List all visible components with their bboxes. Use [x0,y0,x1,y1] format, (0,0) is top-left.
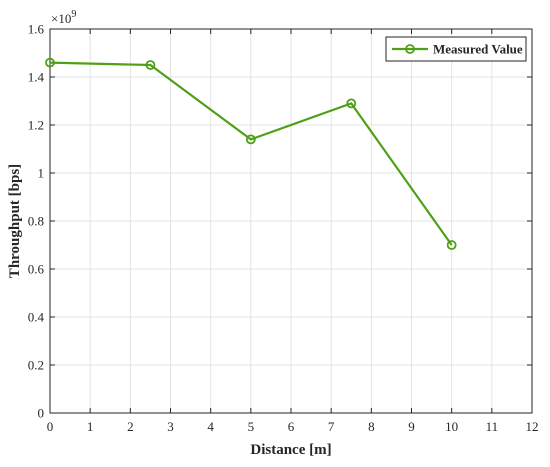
y-tick-label: 1 [38,166,45,181]
x-tick-label: 1 [87,419,94,434]
series-layer [45,57,457,250]
x-tick-label: 2 [127,419,134,434]
y-tick-label: 0.4 [28,310,45,325]
data-point-marker [145,60,156,70]
x-tick-label: 12 [526,419,539,434]
y-tick-label: 0.8 [28,214,44,229]
y-tick-label: 0.6 [28,262,45,277]
data-point-marker [245,134,256,145]
axes [49,28,533,414]
y-tick-label: 0 [38,406,45,421]
data-point-marker [346,98,357,109]
y-tick-label: 1.6 [28,22,45,37]
x-tick-label: 11 [486,419,499,434]
x-tick-label: 8 [368,419,375,434]
y-tick-label: 0.2 [28,358,44,373]
x-tick-label: 9 [408,419,415,434]
legend: Measured Value [385,36,527,62]
y-tick-label: 1.4 [28,70,45,85]
data-point-marker [446,240,457,250]
x-tick-label: 3 [167,419,174,434]
x-tick-label: 5 [248,419,255,434]
y-axis-multiplier-exponent: 9 [71,9,76,20]
x-tick-label: 7 [328,419,335,434]
x-tick-label: 10 [445,419,458,434]
x-tick-label: 0 [47,419,54,434]
data-point-marker [45,57,55,68]
x-tick-label: 4 [207,419,214,434]
series-line [49,61,453,246]
y-tick-label: 1.2 [28,118,44,133]
legend-label: Measured Value [433,42,523,57]
y-axis-title: Throughput [bps] [7,164,23,278]
x-tick-label: 6 [288,419,295,434]
y-axis-multiplier-base: ×10 [51,11,71,26]
x-axis-title: Distance [m] [250,442,331,458]
y-axis-multiplier: ×109 [51,9,76,26]
legend-marker-swatch [405,44,415,54]
